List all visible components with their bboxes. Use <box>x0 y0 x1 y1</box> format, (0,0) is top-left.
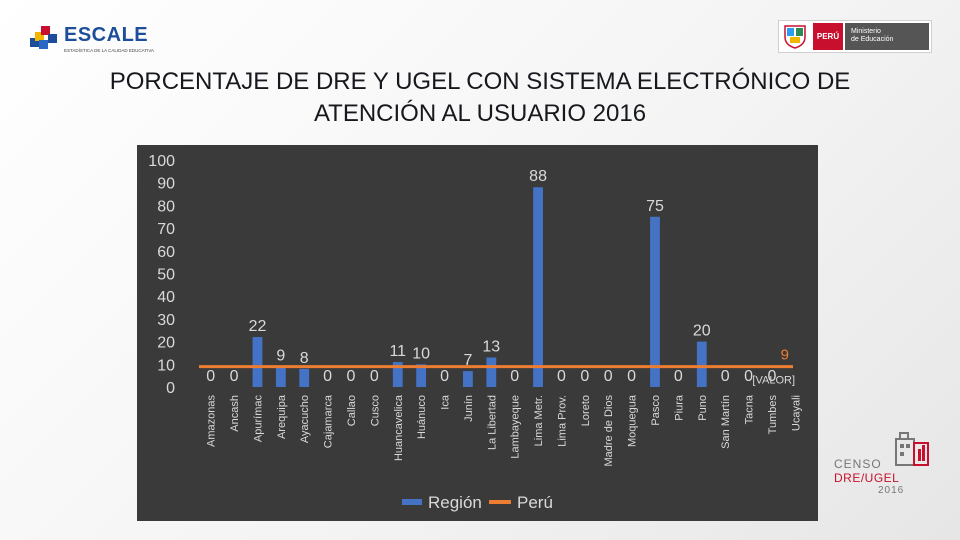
bar-value-label: 8 <box>300 350 309 367</box>
censo-logo: CENSO DRE/UGEL 2016 <box>832 425 932 503</box>
x-tick-label: Cajamarca <box>323 394 335 448</box>
chart-panel: 0 10 20 30 40 50 60 70 80 90 100 0 Amazonas 0 Ancash 22… <box>137 145 818 521</box>
x-tick-label: San Martín <box>720 395 732 449</box>
x-tick-label: Lima Prov. <box>556 395 568 447</box>
x-tick-label: Tacna <box>744 394 756 424</box>
x-tick-label: Huancavelica <box>393 394 405 461</box>
bar-value-label: 7 <box>463 352 472 369</box>
bar-value-label: 0 <box>206 368 215 385</box>
x-tick-label: Apurímac <box>252 395 264 443</box>
x-tick-label: Tumbes <box>767 395 779 435</box>
minedu-logo: PERÚ Ministerio de Educación <box>778 20 932 53</box>
x-tick-label: Puno <box>697 395 709 421</box>
legend-swatch-region <box>402 499 422 505</box>
bar <box>299 368 310 387</box>
x-tick-label: Huánuco <box>416 395 428 439</box>
censo-building-icon <box>895 432 929 466</box>
x-tick-label: Callao <box>346 395 358 426</box>
escale-logo-text: ESCALE <box>64 24 149 46</box>
bar-value-label: 9 <box>276 348 285 365</box>
bar-value-label: 0 <box>347 368 356 385</box>
y-tick-label: 30 <box>157 312 175 329</box>
peru-line-extra-label: [VALOR] <box>752 375 795 387</box>
legend-swatch-peru <box>489 500 511 504</box>
bar-value-label: 88 <box>529 168 547 185</box>
x-tick-label: Moquegua <box>627 394 639 447</box>
bar <box>416 364 427 387</box>
ministry-line-1: Ministerio <box>851 28 881 35</box>
x-tick-label: Pasco <box>650 395 662 426</box>
bar-value-label: 20 <box>693 323 711 340</box>
bar-value-label: 0 <box>767 368 776 385</box>
bar <box>275 366 286 387</box>
bar-value-label: 0 <box>744 368 753 385</box>
bar-value-label: 0 <box>604 368 613 385</box>
x-tick-label: Ayacucho <box>299 395 311 443</box>
peru-coat-of-arms-icon <box>784 25 806 49</box>
x-tick-label: Cusco <box>369 395 381 426</box>
bar-value-label: 13 <box>482 338 500 355</box>
bar <box>252 337 263 387</box>
y-tick-label: 90 <box>157 176 175 193</box>
y-tick-label: 40 <box>157 289 175 306</box>
bar-value-label: 0 <box>323 368 332 385</box>
escale-tagline: ESTADÍSTICA DE LA CALIDAD EDUCATIVA <box>64 48 155 53</box>
x-tick-label: Lambayeque <box>510 395 522 459</box>
legend-label-region: Región <box>428 493 482 512</box>
x-tick-label: Madre de Dios <box>603 395 615 467</box>
bar-value-label: 0 <box>580 368 589 385</box>
bar <box>533 187 543 387</box>
x-tick-label: Arequipa <box>276 394 288 439</box>
y-tick-label: 0 <box>166 380 175 397</box>
bar <box>392 362 403 387</box>
censo-year-label: 2016 <box>878 485 905 496</box>
escale-logo: ESCALE ESTADÍSTICA DE LA CALIDAD EDUCATI… <box>30 20 160 60</box>
legend-label-peru: Perú <box>517 493 553 512</box>
censo-label: CENSO <box>834 457 882 471</box>
bar-chart: 01020304050607080901000Amazonas0Ancash22… <box>148 153 802 512</box>
y-tick-label: 10 <box>157 357 175 374</box>
title-line-2: ATENCIÓN AL USUARIO 2016 <box>313 100 647 127</box>
bar-value-label: 0 <box>370 368 379 385</box>
bar-value-label: 0 <box>627 368 636 385</box>
x-tick-label: Ancash <box>229 395 241 432</box>
y-tick-label: 70 <box>157 221 175 238</box>
bar-value-label: 0 <box>557 368 566 385</box>
x-tick-label: Ica <box>440 394 452 410</box>
censo-dre-ugel-label: DRE/UGEL <box>834 471 900 485</box>
x-tick-label: Ucayali <box>790 395 802 431</box>
bar-value-label: 0 <box>674 368 683 385</box>
bar-value-label: 0 <box>440 368 449 385</box>
page-title: PORCENTAJE DE DRE Y UGEL CON SISTEMA ELE… <box>100 66 860 130</box>
bar <box>696 341 707 387</box>
x-tick-label: La Libertad <box>486 395 498 450</box>
x-tick-label: Piura <box>673 394 685 421</box>
bar-value-label: 10 <box>412 345 430 362</box>
bar-value-label: 0 <box>510 368 519 385</box>
y-tick-label: 20 <box>157 335 175 352</box>
ministry-label: Ministerio de Educación <box>845 23 929 50</box>
bar-value-label: 22 <box>249 318 267 335</box>
x-tick-label: Amazonas <box>206 395 218 447</box>
bar <box>463 371 473 387</box>
bar-value-label: 11 <box>389 343 406 360</box>
x-tick-label: Lima Metr. <box>533 395 545 446</box>
bar <box>486 357 497 387</box>
y-tick-label: 80 <box>157 198 175 215</box>
escale-logo-icon <box>30 26 57 49</box>
ministry-line-2: de Educación <box>851 36 894 43</box>
y-tick-label: 60 <box>157 244 175 261</box>
x-tick-label: Junín <box>463 395 475 422</box>
y-tick-label: 100 <box>148 153 175 170</box>
bar-value-label: 0 <box>230 368 239 385</box>
bar-value-label: 75 <box>646 198 664 215</box>
y-tick-label: 50 <box>157 267 175 284</box>
bar-value-label: 0 <box>721 368 730 385</box>
peru-label: PERÚ <box>813 23 843 50</box>
bar <box>650 216 660 387</box>
title-line-1: PORCENTAJE DE DRE Y UGEL CON SISTEMA ELE… <box>109 68 851 95</box>
x-tick-label: Loreto <box>580 395 592 426</box>
peru-line-value-label: 9 <box>781 347 789 364</box>
